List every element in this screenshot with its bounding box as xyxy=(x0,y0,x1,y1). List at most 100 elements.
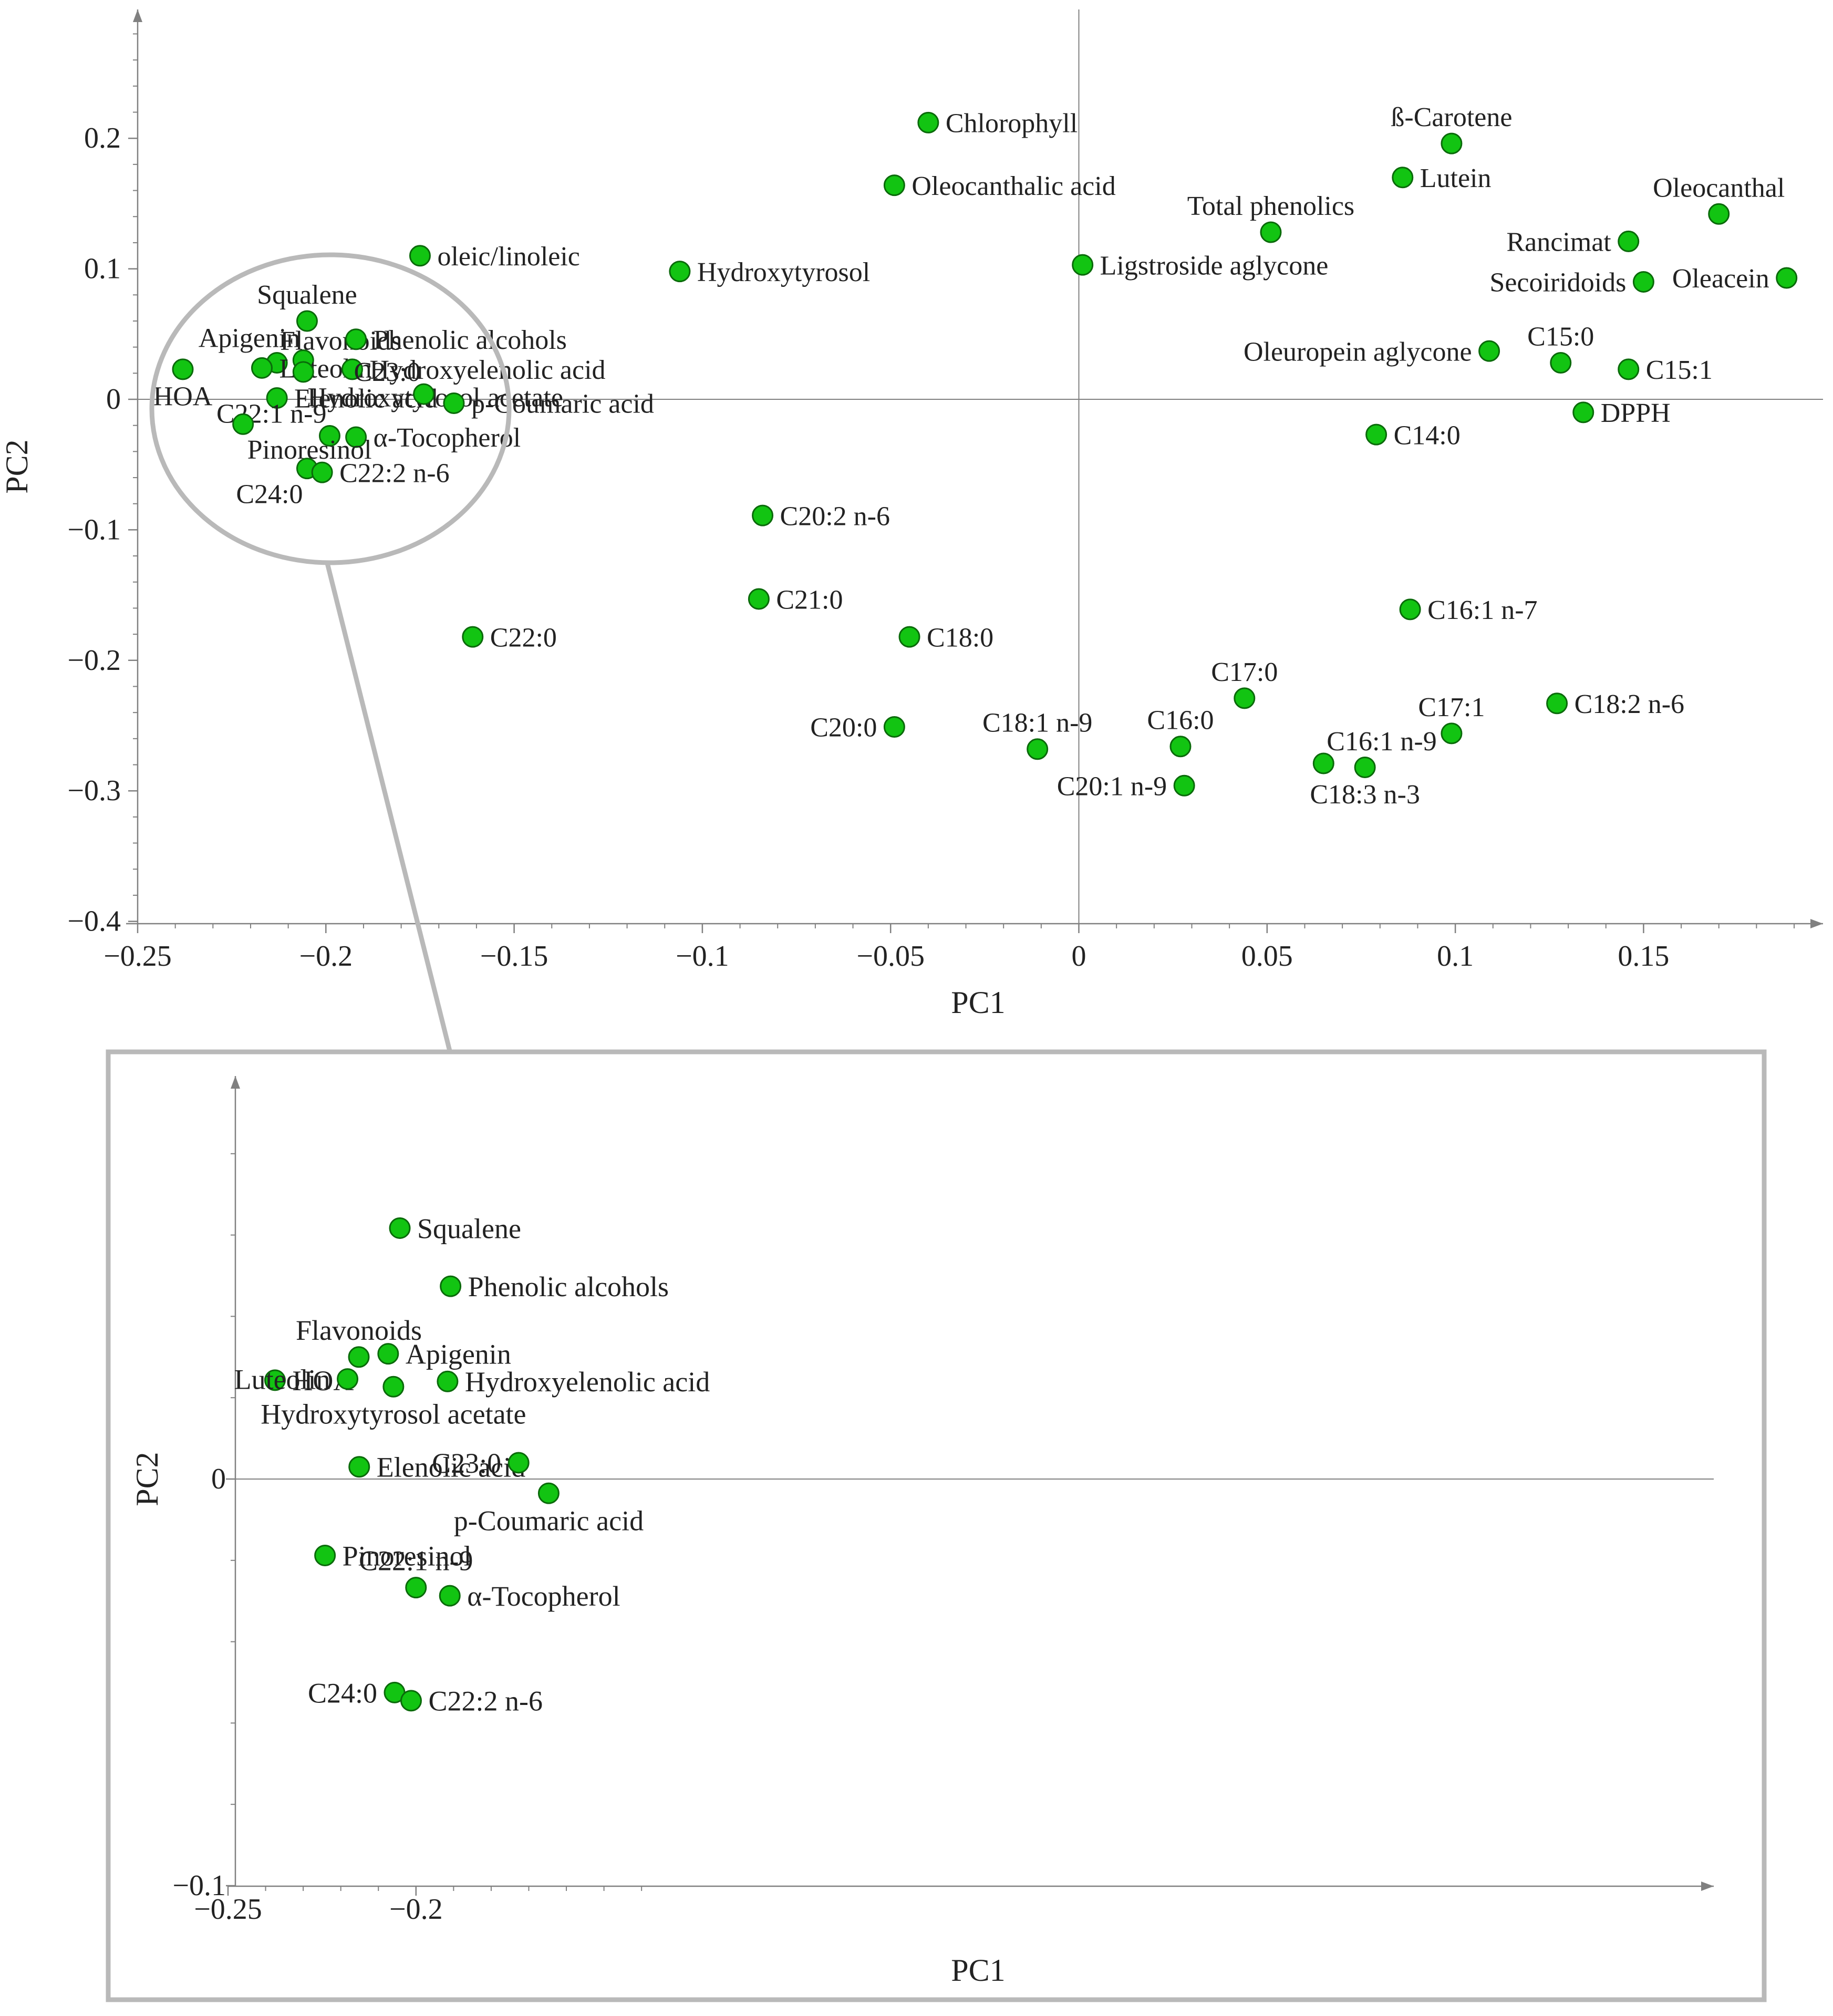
main-x-tick-label: −0.1 xyxy=(676,940,729,973)
main-x-axis-arrow xyxy=(1810,919,1823,928)
main-point-label-elenolic-acid: Elenolic acid xyxy=(294,384,438,414)
main-point-c18-3-n-3 xyxy=(1354,756,1376,778)
main-point-squalene xyxy=(296,310,318,332)
main-point-c18-0 xyxy=(898,626,920,648)
main-point-c22-2-n-6 xyxy=(311,461,333,483)
zoom-point-apigenin xyxy=(377,1343,399,1365)
zoom-point-label-phenolic-alcohols: Phenolic alcohols xyxy=(468,1271,669,1302)
main-point-lutein xyxy=(1392,167,1414,189)
main-point-label-c18-0: C18:0 xyxy=(927,623,993,653)
main-point-total-phenolics xyxy=(1260,221,1282,243)
main-point-pinoresinol xyxy=(232,413,254,435)
main-point-label-oleic-linoleic: oleic/linoleic xyxy=(437,242,579,272)
main-point-c18-1-n-9 xyxy=(1027,738,1049,760)
zoom-point-label-p-coumaric-acid: p-Coumaric acid xyxy=(454,1505,644,1536)
main-point-label-c17-0: C17:0 xyxy=(1211,657,1278,687)
main-point-oleocanthalic-acid xyxy=(883,174,905,197)
main-point-label-c18-2-n-6: C18:2 n-6 xyxy=(1575,689,1684,719)
main-point-label-secoiridoids: Secoiridoids xyxy=(1489,268,1626,298)
zoom-point-label-hydroxyelenolic-acid: Hydroxyelenolic acid xyxy=(465,1366,710,1398)
main-point-c17-1 xyxy=(1441,722,1463,745)
main-point-label-c22-2-n-6: C22:2 n-6 xyxy=(339,458,449,488)
zoom-x-axis-title: PC1 xyxy=(951,1953,1005,1988)
main-point-label-c20-0: C20:0 xyxy=(810,713,877,743)
zoom-point-hydroxyelenolic-acid xyxy=(437,1370,459,1392)
main-point-label-c20-2-n-6: C20:2 n-6 xyxy=(780,501,890,531)
main-point-c22-0 xyxy=(462,626,484,648)
zoom-point-label-squalene: Squalene xyxy=(417,1213,521,1244)
main-x-tick-label: 0.05 xyxy=(1241,940,1293,973)
main-point-c20-2-n-6 xyxy=(752,504,774,526)
main-point-c16-1-n-9 xyxy=(1312,752,1334,774)
zoom-point-luteolin xyxy=(337,1368,359,1390)
zoom-point-c22-1-n-9 xyxy=(405,1577,427,1599)
main-point-label-ligstroside-aglycone: Ligstroside aglycone xyxy=(1100,251,1329,281)
main-point-oleacein xyxy=(1776,267,1798,289)
main-x-tick-label: −0.25 xyxy=(103,940,172,973)
zoom-point-elenolic-acid xyxy=(348,1456,370,1478)
main-point-c23-0 xyxy=(413,383,435,405)
main-point-c15-1 xyxy=(1618,358,1640,380)
main-point-label-c18-1-n-9: C18:1 n-9 xyxy=(982,708,1092,738)
zoom-point-hoa xyxy=(264,1369,286,1391)
zoom-point-tocopherol xyxy=(439,1585,461,1607)
main-x-tick-label: 0.15 xyxy=(1618,940,1669,973)
zoom-x-axis-arrow xyxy=(1701,1881,1714,1891)
main-point-label-c18-3-n-3: C18:3 n-3 xyxy=(1310,780,1420,810)
zoomed-inset-plot: −0.25 −0.2 0 −0.1 PC1 PC2 Squalene Phenolic alc… xyxy=(130,1076,1714,1988)
main-x-tick-label: −0.2 xyxy=(299,940,353,973)
main-point-tocopherol xyxy=(345,426,367,448)
zoom-point-label-flavonoids: Flavonoids xyxy=(296,1315,422,1346)
zoom-point-p-coumaric-acid xyxy=(537,1482,560,1504)
main-point-oleocanthal xyxy=(1708,203,1730,225)
main-y-tick-label: −0.2 xyxy=(67,644,121,677)
main-point-label-hydroxytyrosol: Hydroxytyrosol xyxy=(697,257,870,287)
main-x-tick-label: −0.05 xyxy=(856,940,925,973)
main-point-label-c14-0: C14:0 xyxy=(1394,420,1461,450)
main-point-c20-0 xyxy=(883,716,905,738)
main-point-label-p-coumaric-acid: p-Coumaric acid xyxy=(471,389,654,419)
zoom-point-c23-0 xyxy=(508,1452,530,1474)
zoom-point-label-elenolic-acid: Elenolic acid xyxy=(377,1452,525,1483)
main-point-c17-0 xyxy=(1234,687,1256,709)
main-point-label-c21-0: C21:0 xyxy=(776,585,843,615)
main-point-oleuropein-aglycone xyxy=(1478,340,1500,362)
main-x-tick-label: −0.15 xyxy=(480,940,548,973)
main-point-c16-0 xyxy=(1169,736,1192,758)
main-y-axis-arrow xyxy=(133,9,142,22)
zoom-connector-line xyxy=(324,560,452,1052)
main-point-oleic-linoleic xyxy=(409,245,431,267)
main-point-label-total-phenolics: Total phenolics xyxy=(1187,191,1354,221)
main-point-c20-1-n-9 xyxy=(1173,774,1195,797)
main-point-c22-1-n-9 xyxy=(318,425,340,447)
main-point-label-carotene: ß-Carotene xyxy=(1391,102,1512,132)
main-point-hydroxytyrosol xyxy=(669,261,691,283)
zoom-point-c22-2-n-6 xyxy=(400,1690,422,1712)
main-point-label-oleocanthal: Oleocanthal xyxy=(1653,173,1785,203)
main-point-p-coumaric-acid xyxy=(443,392,465,414)
main-point-label-rancimat: Rancimat xyxy=(1506,228,1611,257)
zoom-y-tick-label: 0 xyxy=(211,1463,226,1495)
main-point-label-c15-0: C15:0 xyxy=(1527,322,1594,351)
zoom-point-label-c23-0: C23:0 xyxy=(432,1448,501,1479)
main-point-label-tocopherol: α-Tocopherol xyxy=(374,423,521,453)
main-point-c18-2-n-6 xyxy=(1546,692,1568,715)
zoom-point-hydroxytyrosol-acetate xyxy=(382,1376,405,1398)
main-point-hoa xyxy=(172,358,194,380)
main-point-label-hoa: HOA xyxy=(153,381,213,411)
main-point-rancimat xyxy=(1618,230,1640,252)
main-point-elenolic-acid xyxy=(266,387,288,409)
main-point-label-hydroxyelenolic-acid: Hydroxyelenolic acid xyxy=(369,355,605,385)
zoom-point-flavonoids xyxy=(348,1346,370,1368)
zoom-point-phenolic-alcohols xyxy=(440,1275,462,1297)
main-point-label-c16-1-n-7: C16:1 n-7 xyxy=(1427,595,1537,625)
main-point-hydroxytyrosol-acetate xyxy=(292,361,314,383)
zoom-point-label-c22-2-n-6: C22:2 n-6 xyxy=(428,1686,543,1717)
zoom-point-label-c24-0: C24:0 xyxy=(308,1677,377,1709)
main-x-tick-label: 0 xyxy=(1072,940,1086,973)
main-y-axis-title: PC2 xyxy=(0,439,34,493)
main-y-tick-label: 0.2 xyxy=(84,122,121,154)
main-point-c16-1-n-7 xyxy=(1399,598,1421,621)
zoom-point-label-luteolin: Luteolin xyxy=(234,1363,330,1395)
zoom-point-label-hydroxytyrosol-acetate: Hydroxytyrosol acetate xyxy=(261,1399,526,1430)
